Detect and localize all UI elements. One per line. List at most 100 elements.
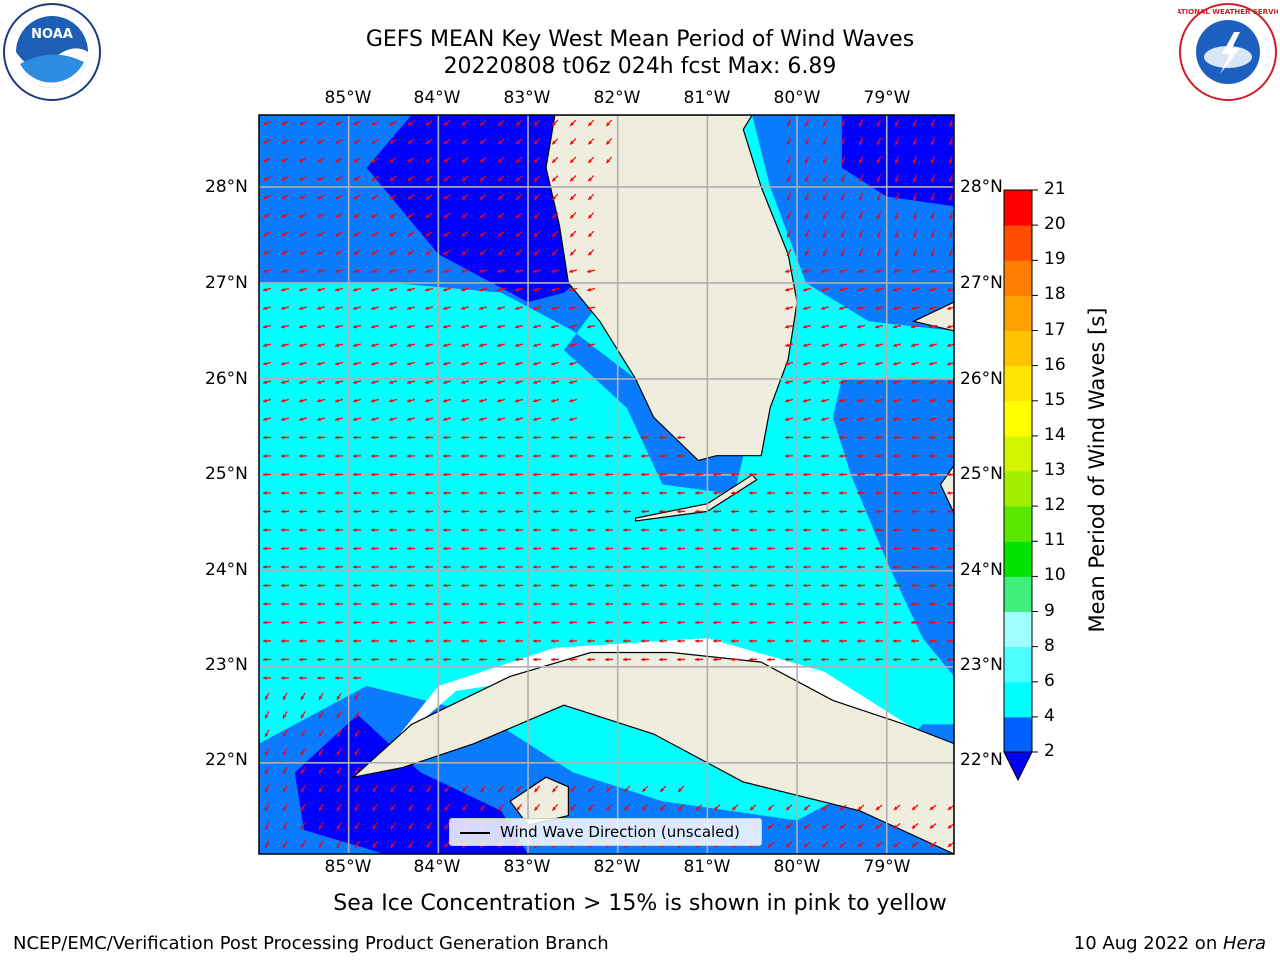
wave-direction-arrowhead (949, 233, 953, 238)
colorbar-tick-label: 20 (1044, 214, 1066, 235)
wave-direction-arrowhead (929, 343, 933, 347)
wave-direction-arrowhead (444, 806, 449, 811)
wave-direction-arrowhead (515, 306, 519, 310)
wave-direction-arrowhead (859, 196, 863, 201)
wave-direction-arrowhead (300, 769, 305, 774)
wave-direction-arrowhead (461, 214, 466, 218)
wave-direction-arrowhead (841, 159, 845, 164)
wave-direction-arrowhead (443, 361, 447, 366)
wave-direction-arrowhead (263, 565, 267, 569)
wave-direction-arrowhead (877, 122, 881, 127)
wave-direction-arrowhead (317, 214, 322, 218)
wave-direction-arrowhead (605, 583, 609, 588)
wave-direction-arrowhead (857, 546, 861, 551)
wave-direction-arrowhead (282, 825, 287, 830)
wave-direction-arrowhead (877, 141, 881, 146)
wave-direction-arrowhead (443, 177, 448, 181)
wave-direction-arrowhead (515, 435, 519, 440)
wave-direction-arrowhead (263, 195, 268, 199)
wave-direction-arrowhead (893, 269, 897, 273)
wave-direction-arrowhead (660, 806, 665, 811)
wave-direction-arrowhead (803, 602, 807, 606)
wave-direction-arrowhead (821, 269, 825, 273)
wave-direction-arrowhead (317, 140, 322, 144)
colorbar-label: Mean Period of Wind Waves [s] (1085, 307, 1109, 633)
wave-direction-arrowhead (804, 843, 808, 848)
wave-direction-arrowhead (875, 657, 879, 662)
wave-direction-arrowhead (893, 546, 897, 551)
wave-direction-arrowhead (497, 565, 501, 569)
wave-direction-arrowhead (263, 269, 267, 273)
wave-direction-arrowhead (317, 269, 321, 273)
wave-direction-arrowhead (335, 546, 339, 551)
wave-direction-arrowhead (841, 196, 845, 201)
wave-direction-arrowhead (407, 195, 412, 200)
wave-direction-arrowhead (911, 306, 915, 310)
wave-direction-arrowhead (516, 140, 520, 145)
wave-direction-arrowhead (354, 751, 359, 756)
wave-direction-arrowhead (443, 232, 448, 237)
wave-direction-arrowhead (713, 472, 717, 477)
wave-direction-arrowhead (443, 195, 448, 200)
wave-direction-arrowhead (587, 657, 591, 662)
wave-direction-arrowhead (785, 583, 789, 588)
footer-host: Hera (1222, 933, 1266, 954)
lon-tick-bottom: 79°W (863, 857, 911, 877)
wave-direction-arrowhead (281, 361, 285, 366)
wave-direction-arrowhead (785, 435, 789, 440)
wave-direction-arrowhead (875, 269, 879, 273)
wave-direction-arrowhead (767, 472, 771, 477)
wave-direction-arrowhead (515, 565, 519, 569)
wave-direction-arrowhead (623, 565, 627, 569)
wave-direction-arrowhead (353, 177, 358, 181)
wave-direction-arrowhead (498, 177, 502, 182)
wave-direction-arrowhead (713, 528, 717, 532)
wave-direction-arrowhead (551, 620, 555, 625)
wave-direction-arrowhead (931, 159, 935, 164)
wave-direction-arrowhead (552, 122, 556, 126)
wave-direction-arrowhead (443, 324, 447, 329)
wave-direction-arrowhead (497, 306, 501, 310)
wave-direction-arrowhead (551, 454, 555, 458)
wave-direction-arrowhead (408, 825, 413, 830)
wave-direction-arrowhead (371, 324, 375, 329)
chart-title-line2: 20220808 t06z 024h fcst Max: 6.89 (443, 54, 837, 79)
wave-direction-arrowhead (877, 159, 881, 164)
wave-direction-arrowhead (426, 843, 431, 848)
wave-direction-arrowhead (821, 324, 825, 329)
wave-direction-arrowhead (911, 583, 915, 588)
wave-direction-arrowhead (461, 361, 465, 366)
wave-direction-arrowhead (371, 491, 375, 495)
wave-direction-arrowhead (857, 491, 861, 495)
wave-direction-arrowhead (641, 546, 645, 551)
wave-direction-arrowhead (425, 343, 429, 347)
wave-direction-arrowhead (857, 343, 861, 347)
wave-direction-arrowhead (407, 435, 411, 440)
wave-direction-arrowhead (641, 602, 645, 606)
wave-direction-arrowhead (425, 509, 429, 514)
wave-direction-arrowhead (841, 233, 845, 238)
wave-direction-arrowhead (299, 491, 303, 495)
nws-logo-icon: NATIONAL WEATHER SERVICE (1170, 2, 1280, 102)
wave-direction-arrowhead (354, 695, 359, 700)
wave-direction-arrowhead (299, 158, 304, 162)
wave-direction-arrowhead (389, 454, 393, 458)
wave-direction-arrowhead (929, 565, 933, 569)
wave-direction-arrowhead (318, 825, 323, 830)
wave-direction-arrowhead (552, 788, 557, 793)
wave-direction-arrowhead (371, 454, 375, 458)
wave-direction-arrowhead (389, 343, 393, 347)
wave-direction-arrowhead (443, 454, 447, 458)
wave-direction-arrowhead (569, 546, 573, 551)
wave-direction-arrowhead (300, 806, 305, 811)
wave-direction-arrowhead (282, 769, 287, 774)
wave-direction-arrowhead (461, 565, 465, 569)
wave-direction-arrowhead (389, 528, 393, 532)
wave-direction-arrowhead (425, 602, 429, 606)
wave-direction-arrowhead (407, 324, 411, 329)
wave-direction-arrowhead (389, 287, 393, 292)
wave-direction-arrowhead (354, 732, 359, 737)
wave-direction-arrowhead (877, 252, 881, 257)
wave-direction-arrowhead (839, 472, 843, 477)
